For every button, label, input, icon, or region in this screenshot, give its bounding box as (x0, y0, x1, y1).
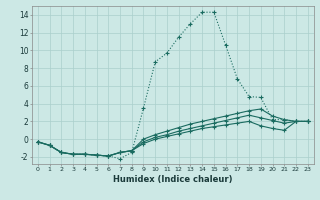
X-axis label: Humidex (Indice chaleur): Humidex (Indice chaleur) (113, 175, 233, 184)
